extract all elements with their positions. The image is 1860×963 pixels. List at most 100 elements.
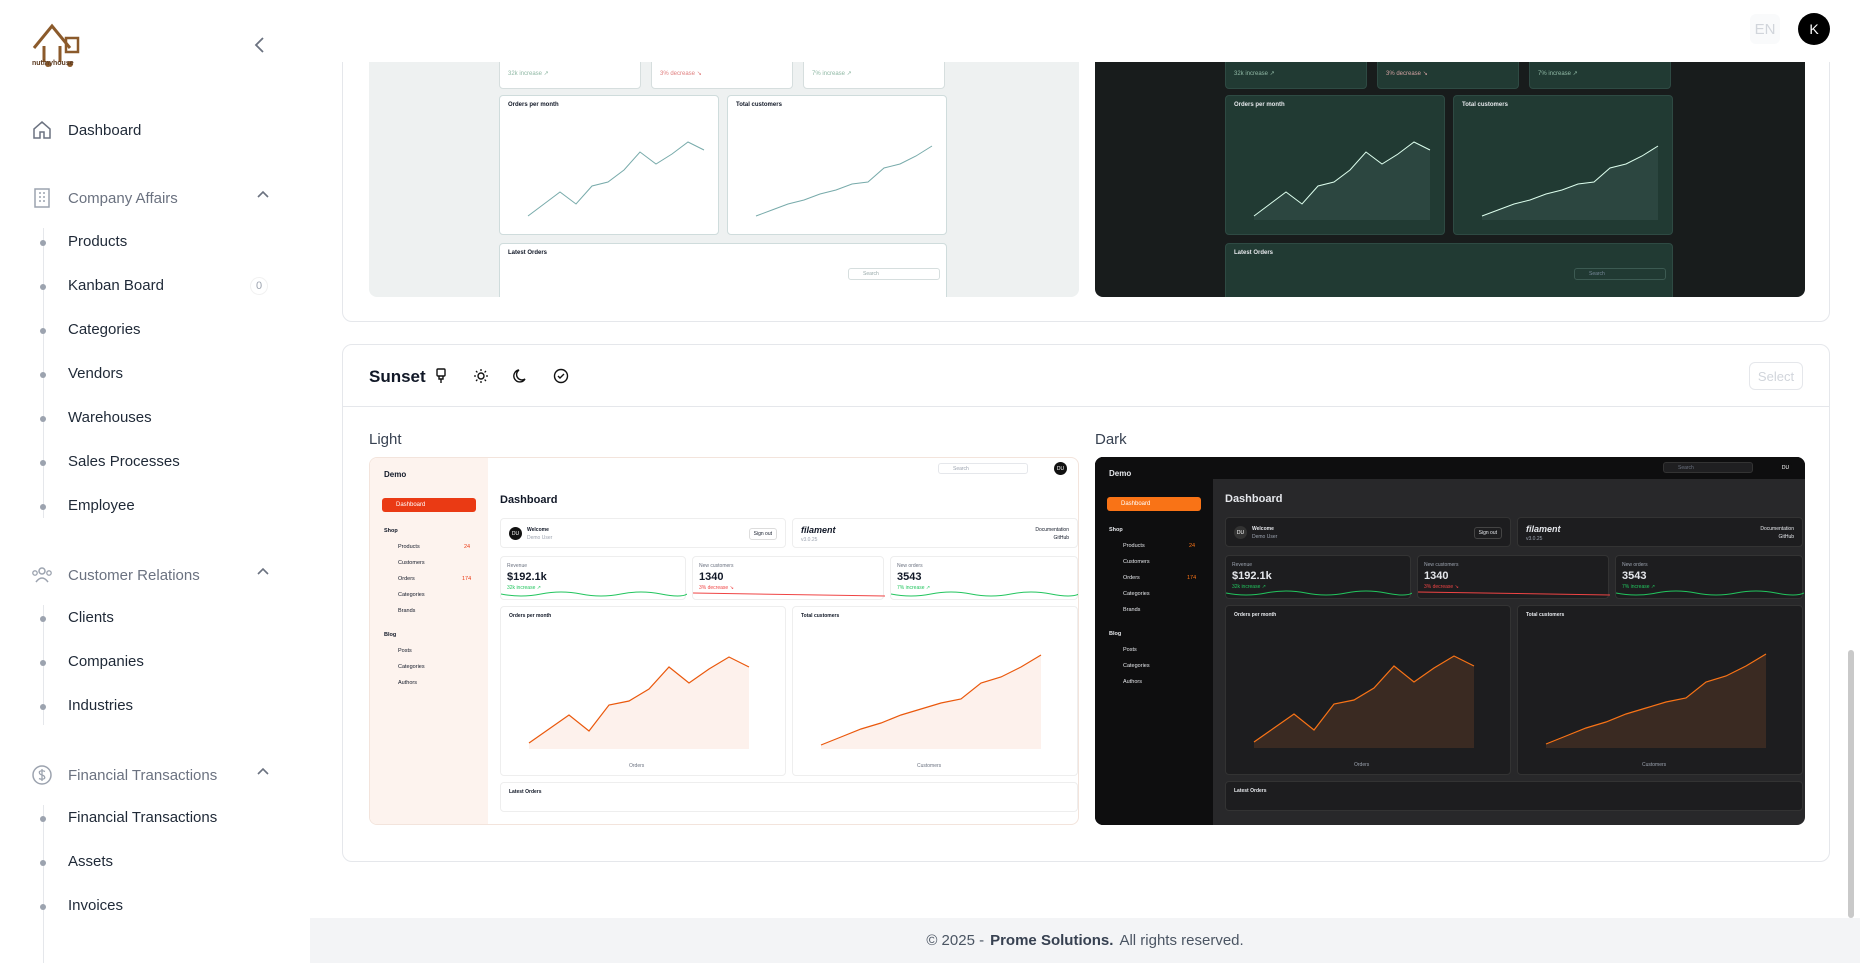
sidebar-item-products[interactable]: Products [68, 233, 128, 250]
chart-legend: Customers [917, 763, 942, 769]
sidebar-group-company-affairs[interactable]: Company Affairs [30, 186, 270, 210]
mini-nav-item: Orders [398, 576, 415, 582]
theme-card-sunset: Sunset Select Light Dark Demo Dashboard … [342, 344, 1830, 862]
sidebar-item-industries[interactable]: Industries [68, 697, 134, 714]
sunset-preview-dark[interactable]: Demo Dashboard Shop Products 24 Customer… [1095, 457, 1805, 825]
sun-icon[interactable] [471, 366, 491, 386]
mini-signout: Sign out [748, 528, 777, 540]
mini-github: GitHub [1053, 535, 1069, 541]
mini-stat-value: $192.1k [507, 571, 547, 583]
mini-nav-item: Products [1123, 543, 1145, 549]
mini-nav-item: Brands [398, 608, 416, 614]
sidebar-group-customer-relations[interactable]: Customer Relations [30, 563, 270, 587]
sidebar-item-clients[interactable]: Clients [68, 609, 114, 626]
chart-title: Total customers [801, 613, 840, 619]
page-scrollbar[interactable] [1848, 650, 1854, 918]
mini-stat-value: 3543 [1622, 570, 1647, 582]
stat-trend: 32k increase ↗ [508, 71, 549, 77]
orders-chart-card: Orders per month [1225, 95, 1445, 235]
bullet [40, 704, 46, 710]
sidebar-item-kanban-board[interactable]: Kanban Board [68, 277, 164, 294]
chart-legend: Orders [629, 763, 645, 769]
sparkline [1226, 590, 1412, 596]
mini-nav-active: Dashboard [382, 498, 476, 512]
user-avatar[interactable]: K [1798, 13, 1830, 45]
theme-name: Sunset [369, 367, 426, 386]
mini-badge: 174 [462, 576, 472, 582]
language-switcher[interactable]: EN [1750, 14, 1780, 44]
mini-sidebar: Demo Dashboard Shop Products 24 Customer… [370, 458, 488, 824]
chevron-up-icon[interactable] [256, 188, 270, 202]
stat-trend: 7% increase ↗ [1538, 71, 1578, 77]
mini-avatar: DU [1779, 461, 1792, 474]
sparkline [1616, 590, 1804, 596]
sidebar-item-warehouses[interactable]: Warehouses [68, 409, 152, 426]
mini-stat-label: New orders [1622, 562, 1648, 568]
sidebar-item-categories[interactable]: Categories [68, 321, 141, 338]
sidebar-item-sales-processes[interactable]: Sales Processes [68, 453, 180, 470]
sidebar-item-employee[interactable]: Employee [68, 497, 135, 514]
mini-stat-trend: 3% decrease ↘ [1424, 584, 1459, 590]
search-input: Search [1574, 268, 1666, 280]
theme-preview-light[interactable]: 32k increase ↗ 3% decrease ↘ 7% increase… [369, 62, 1079, 297]
latest-orders-title: Latest Orders [509, 789, 542, 795]
customers-chart-card: Total customers [1453, 95, 1673, 235]
mini-stat-label: New orders [897, 563, 923, 569]
sunset-preview-light[interactable]: Demo Dashboard Shop Products 24 Customer… [369, 457, 1079, 825]
users-icon [30, 563, 54, 587]
theme-preview-dark[interactable]: 32k increase ↗ 3% decrease ↘ 7% increase… [1095, 62, 1805, 297]
chevron-up-icon[interactable] [256, 765, 270, 779]
mini-avatar: DU [1054, 462, 1067, 475]
mini-nav-active: Dashboard [1107, 497, 1201, 511]
check-circle-icon[interactable] [551, 366, 571, 386]
bullet [40, 860, 46, 866]
mini-search: Search [1663, 462, 1753, 473]
house-logo-icon[interactable] [30, 20, 82, 70]
bullet [40, 328, 46, 334]
chart-title: Orders per month [1234, 102, 1285, 108]
sidebar-item-companies[interactable]: Companies [68, 653, 144, 670]
footer-company[interactable]: Prome Solutions. [990, 932, 1114, 949]
mini-stat-value: 3543 [897, 571, 922, 583]
mini-nav-item: Products [398, 544, 420, 550]
customers-line-chart [755, 145, 933, 217]
sidebar: nutinyhouse Dashboard Company Affairs Pr… [0, 0, 310, 963]
stat-box: 32k increase ↗ [499, 62, 641, 89]
orders-line-chart [527, 141, 705, 217]
select-theme-button[interactable]: Select [1749, 362, 1803, 390]
sidebar-item-financial-transactions[interactable]: Financial Transactions [68, 809, 218, 826]
mini-stat-value: $192.1k [1232, 570, 1272, 582]
chevron-up-icon[interactable] [256, 565, 270, 579]
moon-icon[interactable] [511, 366, 531, 386]
collapse-sidebar-icon[interactable] [252, 36, 268, 54]
mini-content: Dashboard DU Welcome Demo User Sign out … [488, 480, 1078, 824]
footer-copyright: © 2025 - [926, 932, 985, 949]
chart-title: Orders per month [508, 102, 559, 108]
bullet [40, 460, 46, 466]
sidebar-item-dashboard[interactable]: Dashboard [30, 118, 141, 142]
mini-avatar: DU [509, 527, 522, 540]
search-input: Search [848, 268, 940, 280]
sidebar-item-invoices[interactable]: Invoices [68, 897, 124, 914]
mini-stat: New orders 3543 7% increase ↗ [890, 556, 1078, 600]
mini-filament: filament [1526, 524, 1561, 534]
mini-customers-chart: Total customers Customers [792, 606, 1078, 776]
mini-nav-item: Customers [1123, 559, 1150, 565]
dollar-icon [30, 763, 54, 787]
sidebar-item-vendors[interactable]: Vendors [68, 365, 124, 382]
mini-filament-card: filament v3.0.25 Documentation GitHub [1517, 517, 1803, 547]
chart-title: Total customers [1462, 102, 1508, 108]
paint-brush-icon[interactable] [431, 366, 451, 386]
mini-avatar: DU [1234, 526, 1247, 539]
stat-box: 32k increase ↗ [1225, 62, 1367, 89]
mini-signout: Sign out [1473, 527, 1502, 539]
stat-box: 7% increase ↗ [1529, 62, 1671, 89]
mini-docs: Documentation [1035, 527, 1069, 533]
sidebar-group-financial-transactions[interactable]: Financial Transactions [30, 763, 270, 787]
chart-legend: Orders [1354, 762, 1370, 768]
mini-brand: Demo [1109, 469, 1132, 478]
mini-stat-label: New customers [1424, 562, 1459, 568]
mini-nav-item: Orders [1123, 575, 1140, 581]
mini-sidebar: Demo Dashboard Shop Products 24 Customer… [1095, 457, 1213, 825]
sidebar-item-assets[interactable]: Assets [68, 853, 114, 870]
